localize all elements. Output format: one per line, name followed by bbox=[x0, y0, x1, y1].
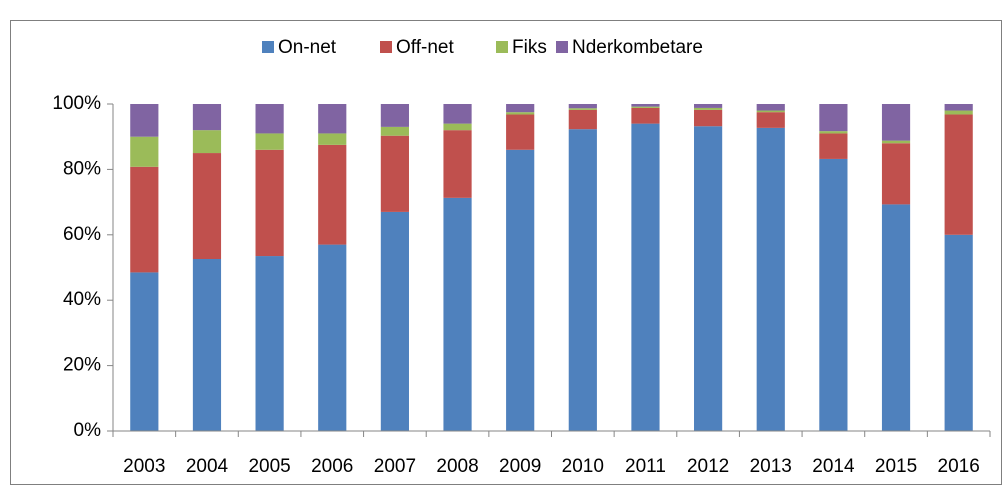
bar-segment bbox=[318, 133, 347, 145]
bar-segment bbox=[631, 107, 660, 124]
bar-segment bbox=[944, 104, 973, 111]
bar-segment bbox=[944, 114, 973, 235]
x-tick-label: 2003 bbox=[123, 456, 165, 477]
bar-segment bbox=[756, 110, 785, 113]
bar-segment bbox=[694, 104, 723, 108]
bar-segment bbox=[255, 104, 284, 134]
bar-segment bbox=[443, 104, 472, 124]
bar-segment bbox=[694, 109, 723, 127]
x-tick-label: 2012 bbox=[687, 456, 729, 477]
legend-swatch bbox=[496, 41, 508, 53]
legend-swatch bbox=[380, 41, 392, 53]
legend-label: On-net bbox=[278, 37, 337, 58]
bar-segment bbox=[881, 143, 911, 205]
x-tick-label: 2005 bbox=[248, 456, 290, 477]
bar-segment bbox=[192, 258, 222, 431]
bar-segment bbox=[380, 211, 409, 431]
x-tick-label: 2009 bbox=[499, 456, 541, 477]
legend-label: Off-net bbox=[396, 37, 454, 58]
bar-segment bbox=[380, 104, 409, 127]
x-tick-label: 2006 bbox=[311, 456, 353, 477]
bar-segment bbox=[255, 256, 284, 431]
y-tick-label: 40% bbox=[63, 289, 101, 310]
bar-segment bbox=[756, 112, 785, 128]
legend-label: Nderkombetare bbox=[572, 37, 703, 58]
bar-segment bbox=[881, 104, 911, 141]
x-tick-label: 2004 bbox=[186, 456, 229, 477]
y-tick-label: 0% bbox=[74, 420, 102, 441]
bar-segment bbox=[756, 104, 785, 111]
y-tick-label: 60% bbox=[63, 224, 101, 245]
y-tick-label: 80% bbox=[63, 158, 101, 179]
x-tick-label: 2011 bbox=[625, 456, 666, 477]
chart-border bbox=[10, 20, 1002, 485]
bar-segment bbox=[631, 104, 660, 107]
bar-segment bbox=[130, 272, 159, 431]
bar-segment bbox=[694, 126, 723, 432]
y-tick-label: 100% bbox=[52, 93, 101, 114]
bar-segment bbox=[881, 140, 911, 144]
bar-segment bbox=[506, 104, 535, 113]
x-tick-label: 2010 bbox=[562, 456, 604, 477]
legend-label: Fiks bbox=[512, 37, 547, 58]
bar-segment bbox=[881, 204, 911, 431]
x-tick-label: 2014 bbox=[812, 456, 855, 477]
bar-segment bbox=[318, 144, 347, 245]
bar-segment bbox=[506, 149, 535, 431]
x-tick-label: 2007 bbox=[374, 456, 416, 477]
bar-segment bbox=[192, 153, 222, 259]
bar-segment bbox=[130, 136, 159, 167]
y-tick-label: 20% bbox=[63, 355, 101, 376]
bar-segment bbox=[192, 130, 222, 154]
bar-segment bbox=[255, 149, 284, 257]
bar-segment bbox=[192, 104, 222, 131]
bar-segment bbox=[944, 234, 973, 431]
x-tick-label: 2008 bbox=[436, 456, 478, 477]
bar-segment bbox=[443, 123, 472, 131]
bar-segment bbox=[130, 104, 159, 137]
bar-segment bbox=[819, 104, 848, 132]
bar-segment bbox=[318, 104, 347, 134]
bar-segment bbox=[255, 133, 284, 150]
legend-swatch bbox=[262, 41, 274, 53]
bar-segment bbox=[443, 197, 472, 431]
bar-segment bbox=[819, 158, 848, 431]
bar-segment bbox=[443, 130, 472, 198]
bar-segment bbox=[130, 166, 159, 273]
bar-segment bbox=[380, 126, 409, 136]
legend-swatch bbox=[556, 41, 568, 53]
bar-segment bbox=[568, 104, 597, 109]
x-tick-label: 2013 bbox=[750, 456, 792, 477]
bar-segment bbox=[819, 131, 848, 134]
bar-segment bbox=[568, 109, 597, 130]
bar-segment bbox=[631, 123, 660, 432]
bar-segment bbox=[380, 135, 409, 212]
x-tick-label: 2016 bbox=[938, 456, 980, 477]
bar-segment bbox=[568, 129, 597, 431]
bar-segment bbox=[506, 114, 535, 150]
bar-segment bbox=[944, 110, 973, 115]
bar-segment bbox=[819, 133, 848, 159]
bar-segment bbox=[568, 108, 597, 110]
x-tick-label: 2015 bbox=[875, 456, 917, 477]
bar-segment bbox=[318, 244, 347, 431]
bar-segment bbox=[631, 106, 660, 108]
bar-segment bbox=[506, 112, 535, 115]
bar-segment bbox=[694, 107, 723, 110]
bar-segment bbox=[756, 127, 785, 431]
